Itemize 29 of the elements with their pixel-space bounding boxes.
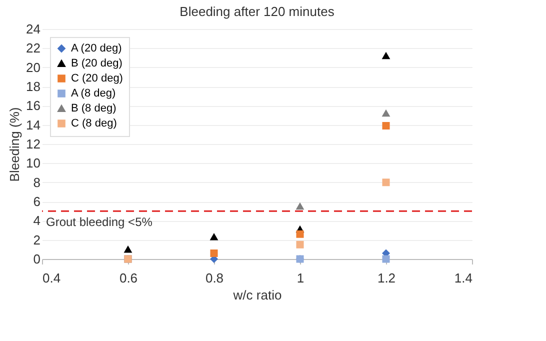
y-tick-label: 8 bbox=[33, 174, 40, 190]
y-tick-label: 22 bbox=[26, 40, 40, 56]
y-tick-label: 16 bbox=[26, 98, 40, 114]
y-axis-title: Bleeding (%) bbox=[7, 107, 22, 182]
x-tick-label: 0.6 bbox=[119, 270, 138, 286]
y-tick-label: 0 bbox=[33, 252, 40, 266]
legend-label: C (20 deg) bbox=[71, 72, 123, 84]
x-tick-label: 0.8 bbox=[205, 270, 224, 286]
legend-label: B (8 deg) bbox=[71, 102, 116, 114]
ref-line-label: Grout bleeding <5% bbox=[46, 215, 153, 230]
y-tick-label: 20 bbox=[26, 60, 40, 75]
legend-label: A (8 deg) bbox=[71, 88, 116, 100]
x-tick-label: 1.4 bbox=[454, 270, 472, 286]
y-tick-label: 18 bbox=[26, 79, 40, 94]
legend-label: C (8 deg) bbox=[71, 118, 117, 130]
x-tick-label: 1.2 bbox=[377, 270, 396, 286]
y-tick-label: 12 bbox=[26, 136, 40, 152]
chart-title: Bleeding after 120 minutes bbox=[180, 4, 335, 19]
legend-label: B (20 deg) bbox=[71, 58, 122, 70]
y-tick-label: 24 bbox=[26, 22, 40, 36]
y-tick-label: 14 bbox=[26, 117, 40, 132]
x-axis-title: w/c ratio bbox=[232, 288, 282, 302]
y-tick-label: 6 bbox=[33, 194, 40, 209]
y-tick-label: 4 bbox=[33, 213, 40, 228]
legend-label: A (20 deg) bbox=[71, 42, 122, 54]
x-tick-label: 0.4 bbox=[42, 270, 61, 286]
x-tick-label: 1 bbox=[296, 270, 304, 286]
y-tick-label: 10 bbox=[26, 156, 40, 171]
y-tick-label: 2 bbox=[33, 232, 40, 248]
